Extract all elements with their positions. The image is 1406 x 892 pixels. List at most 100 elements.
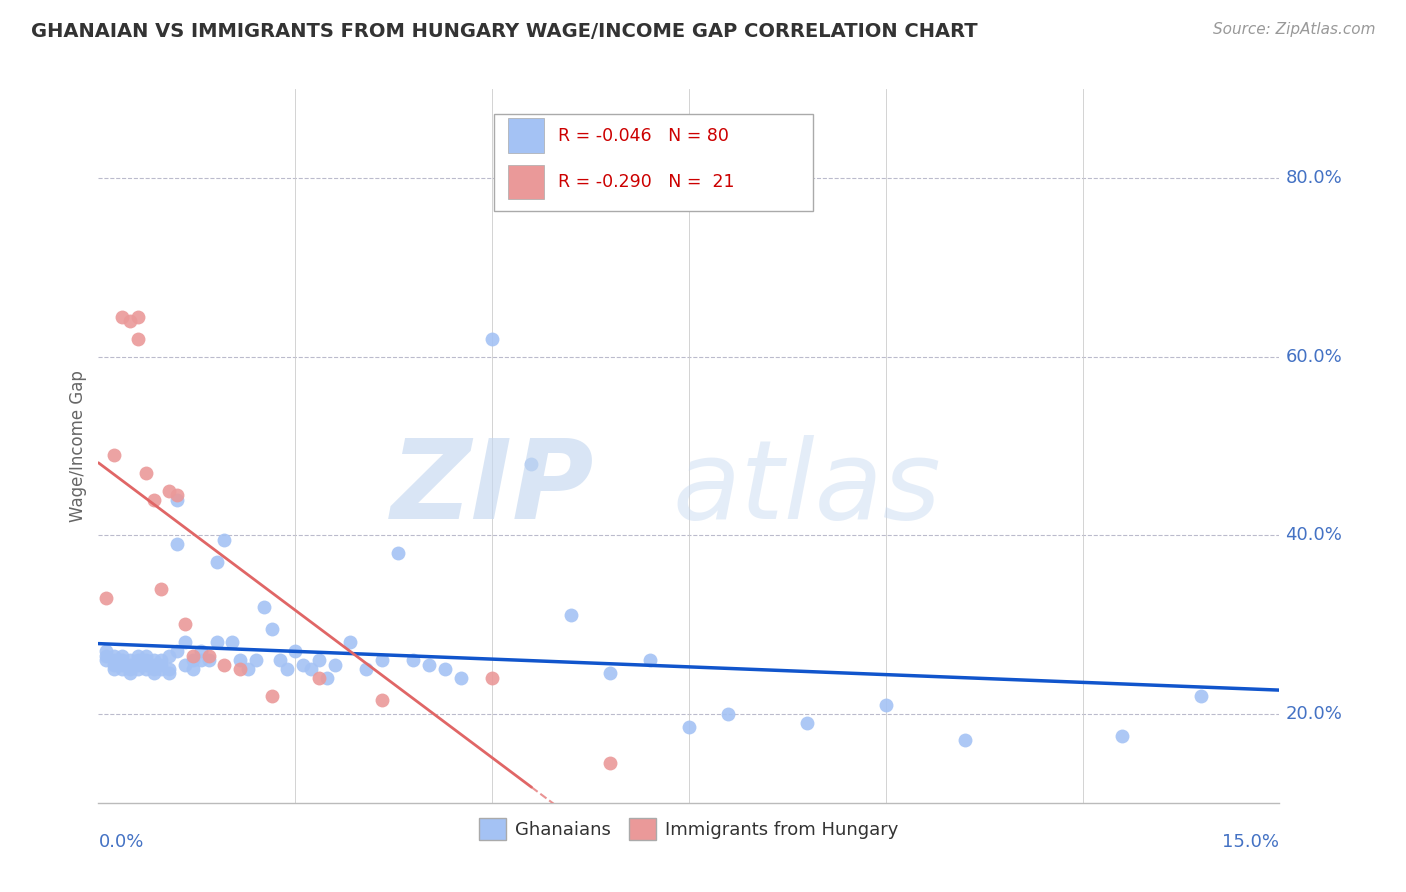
Point (387, 546, 409, 560)
Text: 40.0%: 40.0% (1285, 526, 1343, 544)
Point (433, 662, 456, 676)
Point (796, 715, 818, 730)
Point (118, 666, 141, 681)
Point (197, 648, 219, 663)
Point (174, 635, 197, 649)
Point (253, 599, 276, 614)
FancyBboxPatch shape (494, 114, 813, 211)
Point (127, 332, 149, 346)
Point (299, 662, 322, 676)
Point (166, 644, 188, 658)
Text: R = -0.046   N = 80: R = -0.046 N = 80 (558, 127, 728, 145)
Point (166, 537, 188, 551)
Point (315, 671, 337, 685)
Text: ZIP: ZIP (391, 435, 595, 542)
Point (717, 706, 740, 721)
Point (135, 466, 157, 480)
Point (174, 657, 197, 672)
Point (418, 657, 440, 672)
Point (150, 657, 173, 672)
Point (103, 648, 125, 663)
Point (292, 657, 315, 672)
Point (214, 657, 236, 672)
Point (520, 457, 543, 471)
Point (214, 533, 236, 547)
Point (269, 653, 291, 667)
Point (308, 653, 330, 667)
Point (284, 644, 307, 658)
Point (111, 662, 134, 676)
Point (260, 689, 283, 703)
Point (103, 653, 125, 667)
Point (481, 671, 503, 685)
Point (135, 648, 157, 663)
Point (599, 756, 621, 770)
Legend: Ghanaians, Immigrants from Hungary: Ghanaians, Immigrants from Hungary (472, 811, 905, 847)
Point (245, 653, 267, 667)
Point (181, 648, 204, 663)
Point (190, 653, 212, 667)
Point (157, 648, 180, 663)
Point (157, 662, 180, 676)
Point (205, 635, 228, 649)
Point (150, 582, 173, 596)
Point (323, 657, 346, 672)
Point (103, 657, 125, 672)
Point (276, 662, 298, 676)
Point (118, 314, 141, 328)
Text: atlas: atlas (672, 435, 942, 542)
Point (111, 648, 134, 663)
Point (638, 653, 661, 667)
Point (111, 653, 134, 667)
Point (118, 662, 141, 676)
Point (599, 666, 621, 681)
Point (142, 666, 165, 681)
Text: 60.0%: 60.0% (1285, 348, 1343, 366)
Point (166, 492, 188, 507)
Text: 15.0%: 15.0% (1222, 833, 1279, 851)
Text: Source: ZipAtlas.com: Source: ZipAtlas.com (1212, 22, 1375, 37)
Text: 20.0%: 20.0% (1285, 705, 1343, 723)
Point (127, 310, 149, 324)
Point (875, 698, 897, 712)
Point (96, 591, 118, 605)
Point (308, 671, 330, 685)
Point (236, 662, 259, 676)
Bar (508, 119, 544, 153)
Point (221, 635, 243, 649)
Point (135, 653, 157, 667)
Point (127, 662, 149, 676)
Point (111, 310, 134, 324)
Text: 0.0%: 0.0% (98, 833, 143, 851)
Point (142, 653, 165, 667)
Bar (508, 165, 544, 199)
Point (953, 733, 976, 747)
Point (135, 657, 157, 672)
Point (402, 653, 425, 667)
Point (135, 662, 157, 676)
Point (371, 693, 394, 707)
Point (205, 555, 228, 569)
Point (260, 622, 283, 636)
Text: GHANAIAN VS IMMIGRANTS FROM HUNGARY WAGE/INCOME GAP CORRELATION CHART: GHANAIAN VS IMMIGRANTS FROM HUNGARY WAGE… (31, 22, 977, 41)
Point (174, 617, 197, 632)
Point (678, 720, 700, 734)
Point (103, 662, 125, 676)
Point (481, 332, 503, 346)
Point (111, 657, 134, 672)
Text: 80.0%: 80.0% (1285, 169, 1343, 187)
Point (150, 662, 173, 676)
Point (96, 648, 118, 663)
Point (150, 653, 173, 667)
Y-axis label: Wage/Income Gap: Wage/Income Gap (69, 370, 87, 522)
Point (181, 662, 204, 676)
Text: R = -0.290   N =  21: R = -0.290 N = 21 (558, 173, 734, 191)
Point (354, 662, 377, 676)
Point (96, 653, 118, 667)
Point (118, 653, 141, 667)
Point (127, 653, 149, 667)
Point (118, 657, 141, 672)
Point (142, 662, 165, 676)
Point (560, 608, 582, 623)
Point (450, 671, 472, 685)
